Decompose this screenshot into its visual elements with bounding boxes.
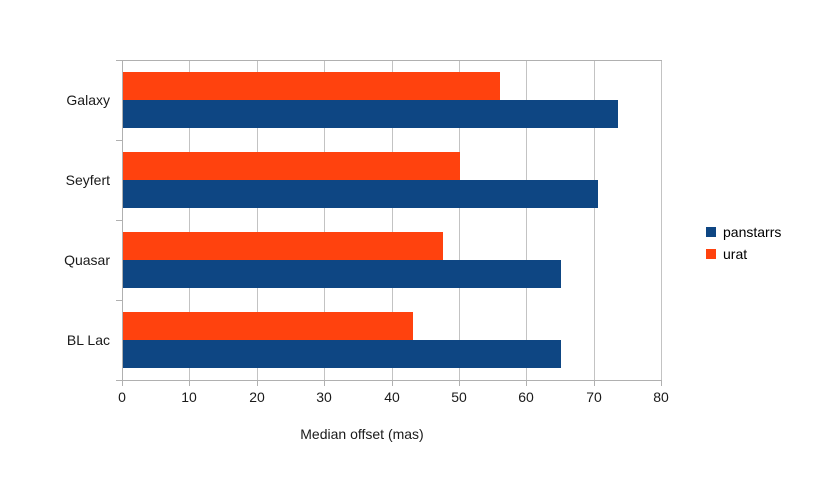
y-axis-tick <box>116 380 122 381</box>
y-axis-tick <box>116 220 122 221</box>
y-category-label: Galaxy <box>66 92 110 108</box>
bar-urat-seyfert <box>123 152 460 180</box>
gridline <box>189 60 190 380</box>
y-category-label: BL Lac <box>66 332 110 348</box>
y-category-label: Seyfert <box>65 172 110 188</box>
bar-panstarrs-bl-lac <box>123 340 561 368</box>
x-tick-label: 40 <box>384 389 400 405</box>
y-category-label: Quasar <box>64 252 110 268</box>
x-axis-tick <box>189 380 190 386</box>
y-axis-tick <box>116 300 122 301</box>
legend: panstarrs urat <box>706 221 781 265</box>
x-tick-label: 50 <box>451 389 467 405</box>
x-axis-tick <box>526 380 527 386</box>
x-axis-tick <box>594 380 595 386</box>
bar-panstarrs-seyfert <box>123 180 598 208</box>
x-axis-tick <box>122 380 123 386</box>
y-axis-tick <box>116 60 122 61</box>
legend-item-urat: urat <box>706 243 781 265</box>
bar-panstarrs-quasar <box>123 260 561 288</box>
x-tick-label: 10 <box>181 389 197 405</box>
bar-urat-quasar <box>123 232 443 260</box>
x-axis-tick <box>257 380 258 386</box>
gridline <box>392 60 393 380</box>
x-axis-line <box>122 380 662 381</box>
legend-label-panstarrs: panstarrs <box>723 224 782 240</box>
gridline <box>661 60 662 380</box>
bar-urat-galaxy <box>123 72 500 100</box>
x-axis-tick <box>392 380 393 386</box>
legend-item-panstarrs: panstarrs <box>706 221 781 243</box>
gridline <box>324 60 325 380</box>
x-tick-label: 0 <box>118 389 126 405</box>
legend-label-urat: urat <box>723 246 748 262</box>
bar-panstarrs-galaxy <box>123 100 618 128</box>
gridline <box>526 60 527 380</box>
y-axis-line <box>122 60 123 381</box>
gridline <box>594 60 595 380</box>
bar-urat-bl-lac <box>123 312 413 340</box>
plot-top-border <box>122 60 662 61</box>
x-tick-label: 30 <box>316 389 332 405</box>
x-axis-title: Median offset (mas) <box>300 426 424 442</box>
x-axis-tick <box>324 380 325 386</box>
x-tick-label: 70 <box>586 389 602 405</box>
x-tick-label: 20 <box>249 389 265 405</box>
y-axis-tick <box>116 140 122 141</box>
legend-swatch-urat-icon <box>706 249 716 259</box>
legend-swatch-panstarrs-icon <box>706 227 716 237</box>
x-tick-label: 60 <box>518 389 534 405</box>
x-tick-label: 80 <box>653 389 669 405</box>
x-axis-tick <box>459 380 460 386</box>
gridline <box>459 60 460 380</box>
gridline <box>257 60 258 380</box>
x-axis-tick <box>661 380 662 386</box>
